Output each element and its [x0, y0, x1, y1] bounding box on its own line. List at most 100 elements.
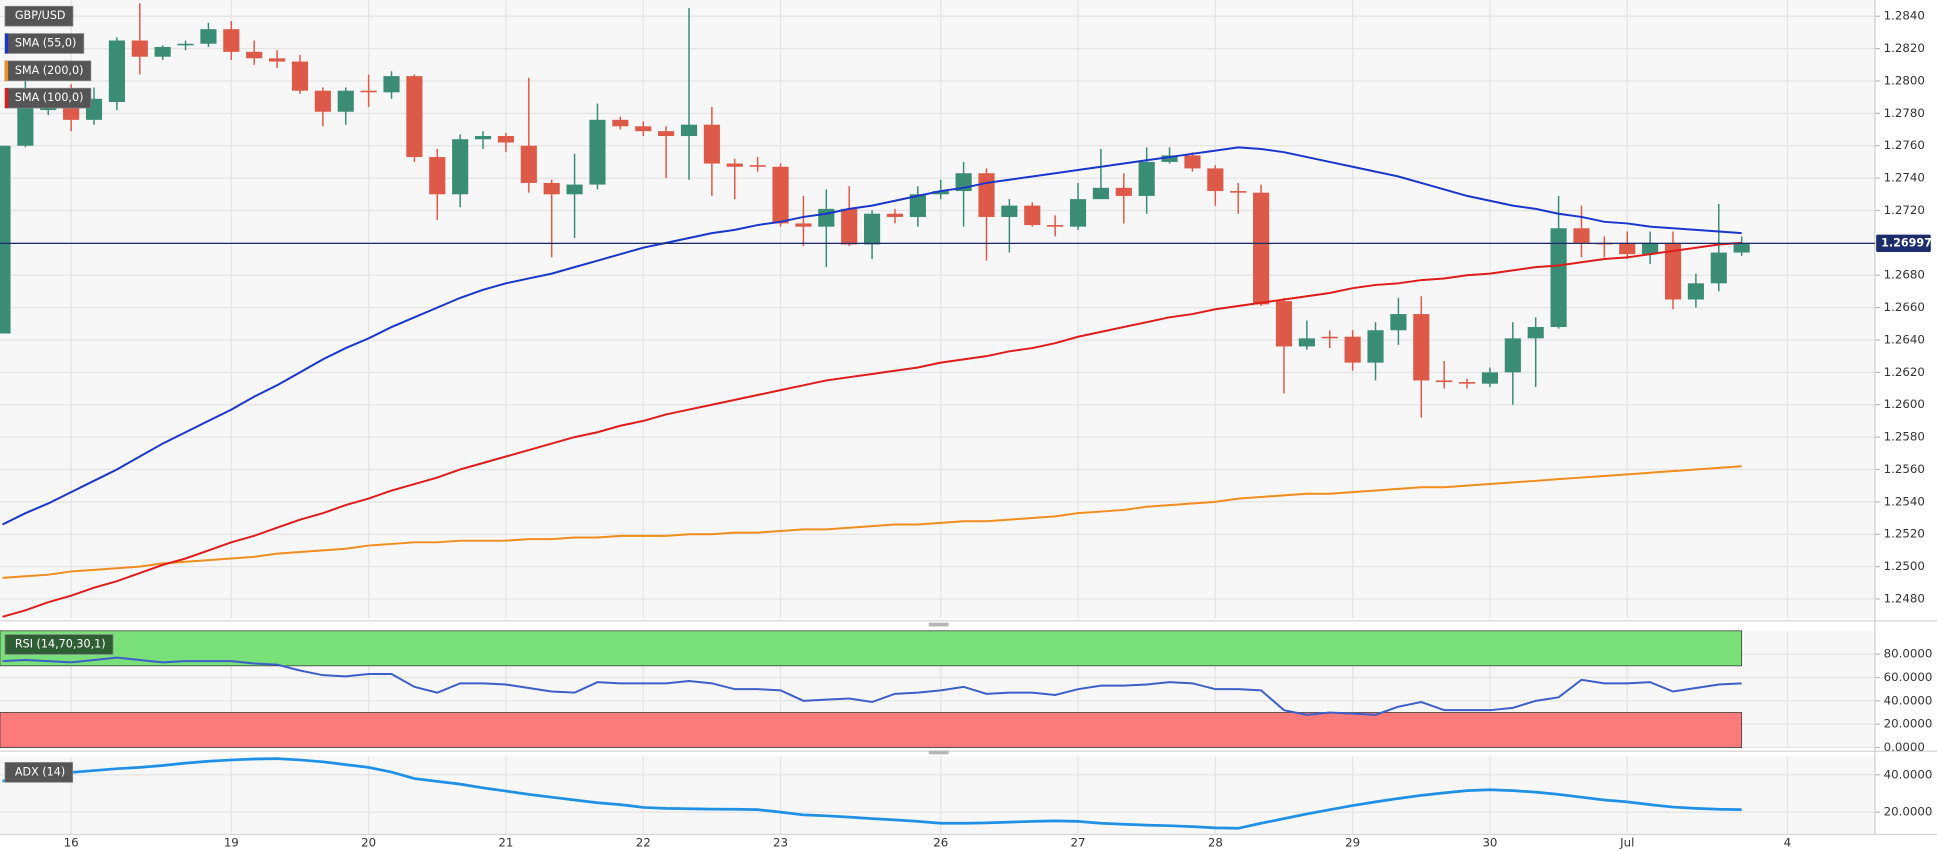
indicator-line	[2, 241, 1742, 618]
x-tick-label: 29	[1345, 836, 1360, 850]
indicator-line	[2, 757, 1742, 830]
candle-body	[658, 131, 675, 137]
y-tick-label: 1.2560	[1884, 462, 1925, 476]
candle-body	[1321, 336, 1338, 339]
candle-body	[886, 213, 904, 217]
candle-body	[360, 90, 377, 93]
candle-body	[1687, 283, 1704, 300]
y-tick-label: 1.2680	[1884, 268, 1925, 282]
candle-body	[200, 29, 217, 44]
candle-body	[154, 46, 171, 57]
indicator-line	[2, 465, 1742, 579]
legend-label: ADX (14)	[15, 765, 65, 778]
candle-body	[1298, 338, 1315, 347]
candle-body	[772, 166, 789, 224]
candle-body	[1092, 187, 1109, 200]
x-tick-label: 27	[1071, 836, 1086, 850]
candle-body	[1253, 192, 1270, 305]
oversold-band	[0, 712, 1743, 748]
candle-body	[497, 136, 515, 143]
candle-body	[474, 136, 492, 140]
candle-body	[1527, 327, 1544, 339]
y-tick-label: 1.2740	[1884, 171, 1925, 185]
x-tick-label: 28	[1208, 836, 1223, 850]
x-tick-label: 20	[361, 836, 376, 850]
y-tick-label: 1.2820	[1884, 41, 1925, 55]
resize-handle[interactable]	[928, 750, 949, 755]
candle-body	[1619, 242, 1636, 255]
candle-body	[1390, 314, 1407, 331]
candle-body	[1413, 314, 1430, 381]
candle-body	[909, 194, 926, 217]
candle-body	[1047, 225, 1064, 227]
candle-body	[1184, 155, 1201, 169]
candle-body	[864, 213, 881, 245]
legend-box	[4, 634, 114, 655]
candle-body	[932, 191, 949, 195]
candle-body	[520, 145, 537, 183]
candle-body	[1710, 252, 1727, 284]
candle-body	[680, 124, 698, 137]
y-tick-label: 0.0000	[1884, 740, 1925, 754]
candle-body	[1115, 187, 1132, 196]
candle-body	[1436, 380, 1453, 383]
candle-body	[223, 29, 240, 52]
candle-body	[1504, 338, 1521, 373]
last-price-label: 1.26997	[1881, 236, 1932, 249]
y-tick-label: 1.2580	[1884, 430, 1925, 444]
candle-body	[1481, 372, 1499, 384]
x-tick-label: 23	[773, 836, 788, 850]
candle-body	[1642, 242, 1659, 255]
legend-label: SMA (100,0)	[15, 91, 84, 104]
x-tick-label: 26	[933, 836, 948, 850]
candle-body	[108, 40, 125, 103]
candle-body	[1733, 242, 1750, 253]
candle-body	[429, 157, 446, 195]
candle-body	[1207, 168, 1224, 192]
candle-body	[749, 165, 766, 167]
candle-body	[566, 184, 583, 195]
resize-handle[interactable]	[928, 622, 949, 627]
candle-body	[1344, 336, 1361, 363]
legend-swatch	[4, 33, 9, 54]
y-tick-label: 40.0000	[1884, 693, 1933, 707]
candle-body	[1001, 205, 1018, 217]
candle-body	[177, 43, 194, 46]
y-tick-label: 1.2640	[1884, 332, 1925, 346]
y-tick-label: 1.2660	[1884, 300, 1925, 314]
legend-label: GBP/USD	[15, 9, 66, 22]
candle-body	[1664, 242, 1682, 300]
candle-body	[1367, 330, 1384, 363]
candle-body	[1458, 382, 1476, 384]
y-tick-label: 1.2620	[1884, 365, 1925, 379]
x-tick-label: 4	[1784, 836, 1792, 850]
candle-body	[1573, 228, 1590, 243]
candle-body	[383, 76, 400, 93]
legend-label: RSI (14,70,30,1)	[15, 637, 106, 650]
candle-body	[589, 119, 606, 185]
overbought-band	[0, 630, 1743, 667]
x-tick-label: 16	[64, 836, 79, 850]
candle-body	[726, 163, 743, 167]
x-tick-label: Jul	[1619, 836, 1634, 850]
candle-body	[635, 126, 652, 132]
legend-box	[4, 762, 74, 783]
x-tick-label: 30	[1482, 836, 1497, 850]
candle-body	[452, 139, 469, 195]
y-tick-label: 1.2600	[1884, 397, 1925, 411]
candle-body	[543, 182, 560, 195]
y-tick-label: 1.2840	[1884, 9, 1925, 23]
candle-body	[246, 51, 263, 59]
legend-box	[4, 5, 74, 27]
legend-label: SMA (200,0)	[15, 64, 84, 77]
candle-body	[337, 90, 354, 112]
legend-label: SMA (55,0)	[15, 37, 76, 50]
x-tick-label: 19	[224, 836, 239, 850]
candle-body	[1550, 228, 1567, 328]
indicator-line	[2, 146, 1742, 526]
candle-body	[1161, 155, 1178, 162]
y-tick-label: 40.0000	[1884, 767, 1933, 781]
y-tick-label: 1.2500	[1884, 559, 1925, 573]
legend-swatch	[4, 60, 9, 81]
